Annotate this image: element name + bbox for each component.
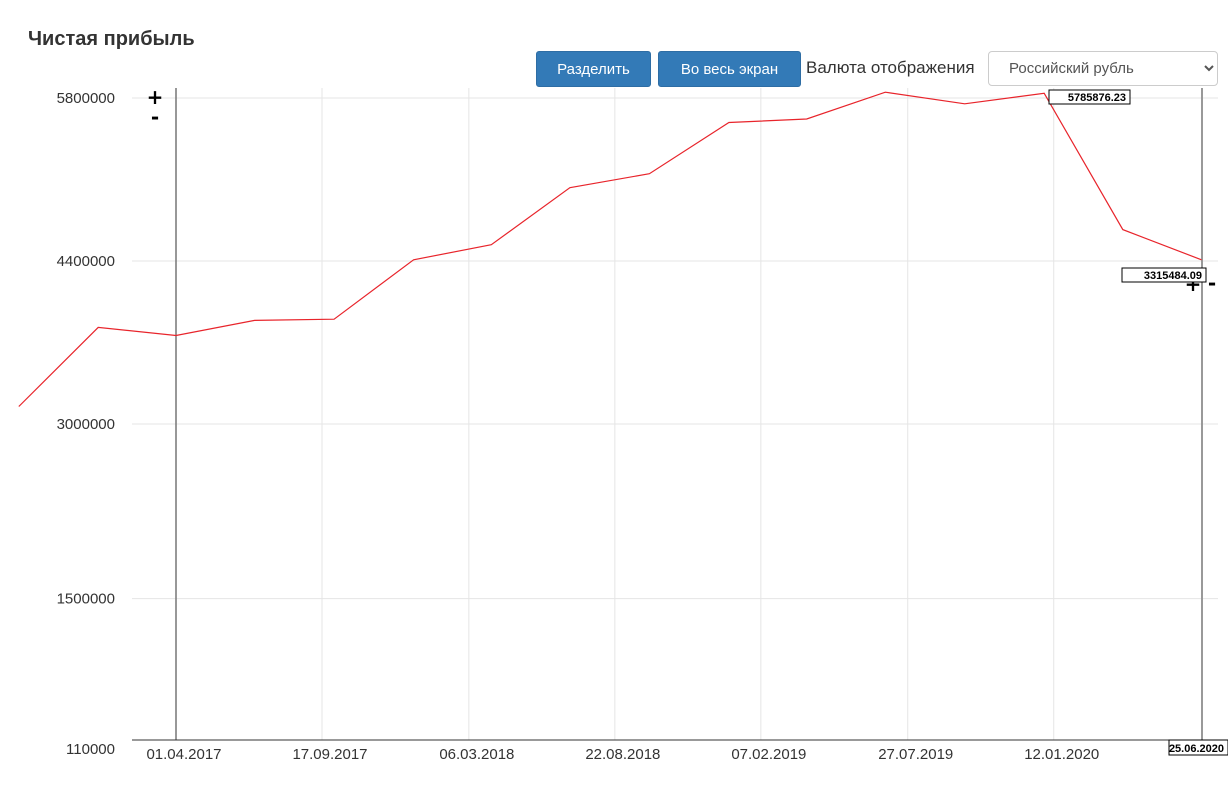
grid-layer: [132, 88, 1218, 740]
chart-title: Чистая прибыль: [28, 28, 195, 50]
max-value-flag-box: [1048, 89, 1131, 105]
right-value-flag-box: [1121, 267, 1207, 283]
y-tick-label: 3000000: [57, 416, 115, 433]
y-tick-label: 4400000: [57, 253, 115, 270]
split-button[interactable]: Разделить: [536, 51, 651, 87]
x-tick-label: 07.02.2019: [731, 746, 806, 763]
x-tick-label: 12.01.2020: [1024, 746, 1099, 763]
net-profit-line: [18, 91, 1202, 407]
x-tick-label: 17.09.2017: [292, 746, 367, 763]
currency-label: Валюта отображения: [806, 58, 975, 77]
fullscreen-button[interactable]: Во весь экран: [658, 51, 801, 87]
zoom-in-top-icon: +: [147, 85, 164, 109]
x-tick-label: 06.03.2018: [439, 746, 514, 763]
y-tick-label: 5800000: [57, 90, 115, 107]
label-layer: 5800000 4400000 3000000 1500000 110000 01.04.…: [57, 85, 1228, 763]
y-tick-label: 1500000: [57, 591, 115, 608]
end-date-flag-box: [1168, 739, 1228, 756]
max-value-flag: 5785876.23: [1068, 92, 1126, 104]
x-tick-label: 22.08.2018: [585, 746, 660, 763]
x-tick-label: 01.04.2017: [146, 746, 221, 763]
series-layer: [18, 91, 1202, 407]
x-tick-label: 27.07.2019: [878, 746, 953, 763]
zoom-out-top-icon: -: [151, 105, 159, 129]
zoom-out-right-icon: -: [1208, 271, 1216, 295]
end-date-flag: 25.06.2020: [1169, 743, 1224, 755]
axis-layer: [132, 88, 1218, 741]
y-tick-label: 110000: [66, 741, 115, 758]
right-value-flag: 3315484.09: [1144, 270, 1202, 282]
currency-select[interactable]: Российский рубль: [988, 51, 1218, 86]
